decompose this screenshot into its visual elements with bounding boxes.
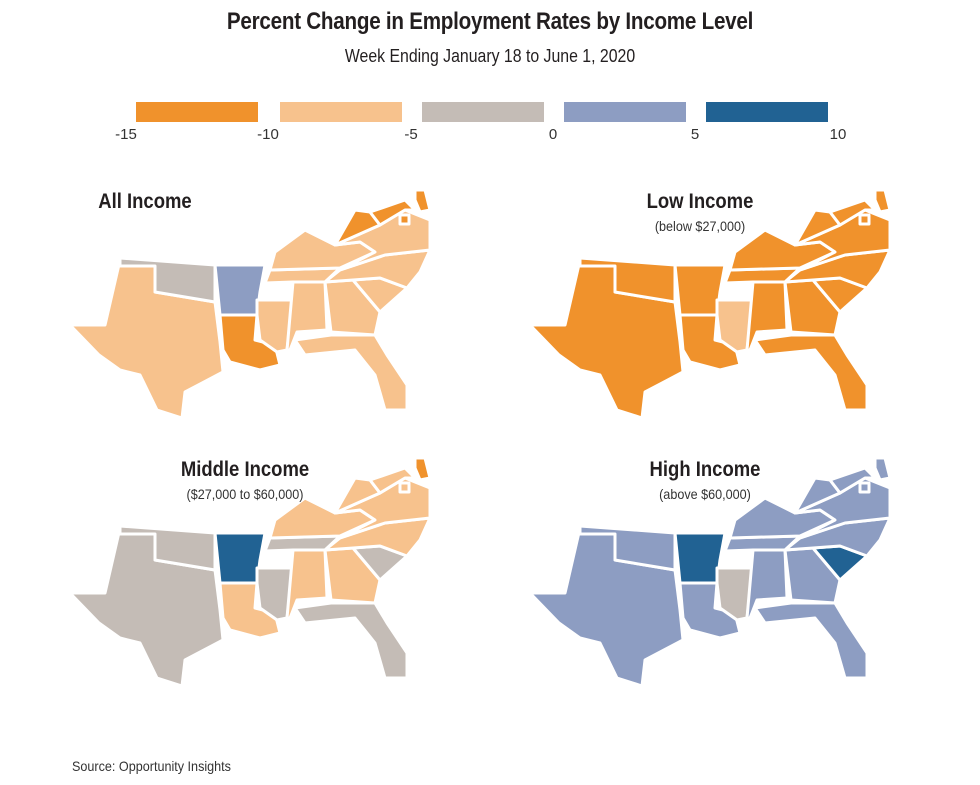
map-low-income bbox=[528, 188, 892, 420]
panel-title: All Income bbox=[98, 190, 192, 213]
state-la bbox=[218, 581, 282, 640]
legend-tick: -5 bbox=[404, 126, 418, 143]
state-fl bbox=[293, 333, 409, 412]
legend-swatch bbox=[422, 102, 544, 122]
state-dc bbox=[398, 481, 411, 494]
panel-title: Middle Income bbox=[180, 458, 310, 481]
legend-swatch bbox=[136, 102, 258, 122]
panel-title: High Income bbox=[649, 458, 761, 481]
panel-title: Low Income bbox=[646, 190, 754, 213]
state-de bbox=[413, 456, 432, 482]
state-fl bbox=[753, 601, 869, 680]
legend-tick: 5 bbox=[690, 126, 700, 143]
map-panel-all-income: All Income bbox=[35, 180, 455, 450]
map-high-income bbox=[528, 456, 892, 688]
state-dc bbox=[858, 213, 871, 226]
legend-tick: -10 bbox=[257, 126, 279, 143]
legend-tick: 0 bbox=[548, 126, 558, 143]
state-fl bbox=[293, 601, 409, 680]
map-panel-low-income: Low Income (below $27,000) bbox=[495, 180, 915, 450]
legend-tick: 10 bbox=[829, 126, 847, 143]
panel-subtitle: (below $27,000) bbox=[654, 218, 746, 234]
state-dc bbox=[858, 481, 871, 494]
map-all-income bbox=[68, 188, 432, 420]
legend-tick: -15 bbox=[115, 126, 137, 143]
state-md bbox=[828, 466, 877, 495]
state-la bbox=[218, 313, 282, 372]
color-legend: -15 -10 -5 0 5 10 bbox=[0, 96, 980, 156]
state-md bbox=[368, 198, 417, 227]
legend-swatch bbox=[564, 102, 686, 122]
source-note: Source: Opportunity Insights bbox=[72, 758, 231, 774]
state-dc bbox=[398, 213, 411, 226]
map-panel-high-income: High Income (above $60,000) bbox=[495, 448, 915, 718]
state-md bbox=[368, 466, 417, 495]
state-de bbox=[413, 188, 432, 214]
state-la bbox=[678, 313, 742, 372]
map-panel-middle-income: Middle Income ($27,000 to $60,000) bbox=[35, 448, 455, 718]
state-la bbox=[678, 581, 742, 640]
panel-subtitle: (above $60,000) bbox=[659, 486, 751, 502]
chart-title: Percent Change in Employment Rates by In… bbox=[226, 8, 754, 35]
legend-swatch bbox=[706, 102, 828, 122]
state-md bbox=[828, 198, 877, 227]
state-de bbox=[873, 456, 892, 482]
panel-subtitle: ($27,000 to $60,000) bbox=[186, 486, 304, 502]
state-de bbox=[873, 188, 892, 214]
map-middle-income bbox=[68, 456, 432, 688]
chart-subtitle: Week Ending January 18 to June 1, 2020 bbox=[344, 46, 636, 66]
legend-swatch bbox=[280, 102, 402, 122]
state-fl bbox=[753, 333, 869, 412]
